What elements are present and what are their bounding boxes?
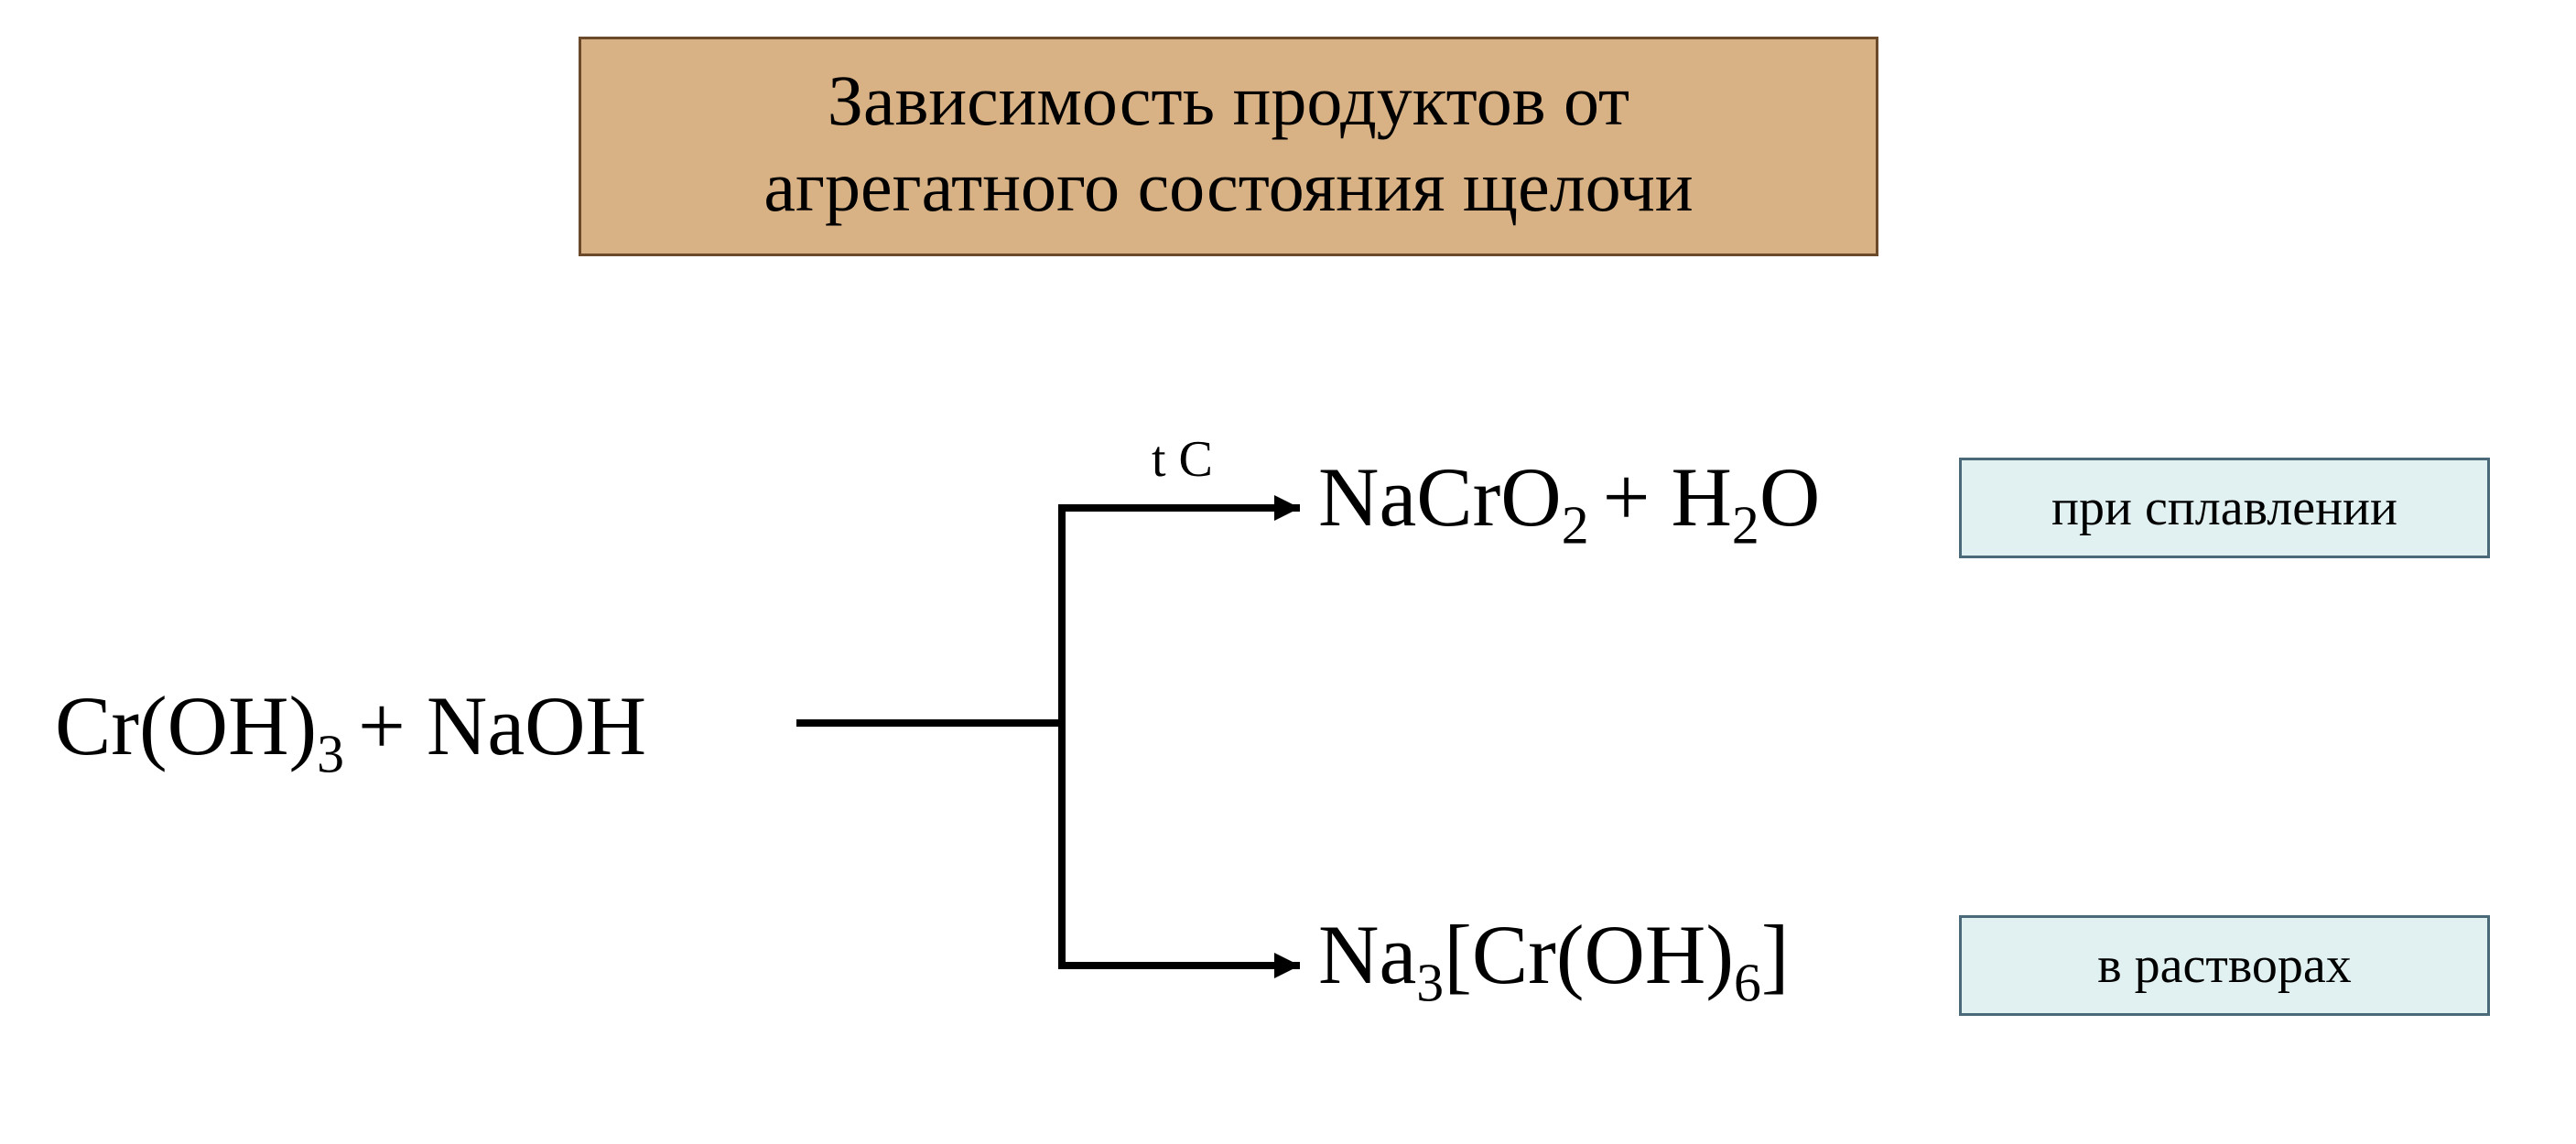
condition-bottom-label: в растворах [2097,936,2352,995]
product-top-formula: NaCrO2 + H2O [1318,448,1820,545]
temperature-annotation: t C [1152,430,1213,489]
condition-top-box: при сплавлении [1959,458,2490,558]
arrowhead-icon [1274,495,1300,521]
condition-bottom-box: в растворах [1959,915,2490,1016]
reagent-formula: Cr(OH)3 + NaOH [55,677,646,774]
title-box: Зависимость продуктов от агрегатного сос… [579,37,1878,256]
arrowhead-icon [1274,953,1300,978]
condition-top-label: при сплавлении [2051,479,2397,537]
title-line2: агрегатного состояния щелочи [763,146,1693,226]
branching-arrow-path [796,508,1300,966]
product-bottom-formula: Na3[Cr(OH)6] [1318,906,1790,1003]
title-line1: Зависимость продуктов от [828,60,1629,140]
